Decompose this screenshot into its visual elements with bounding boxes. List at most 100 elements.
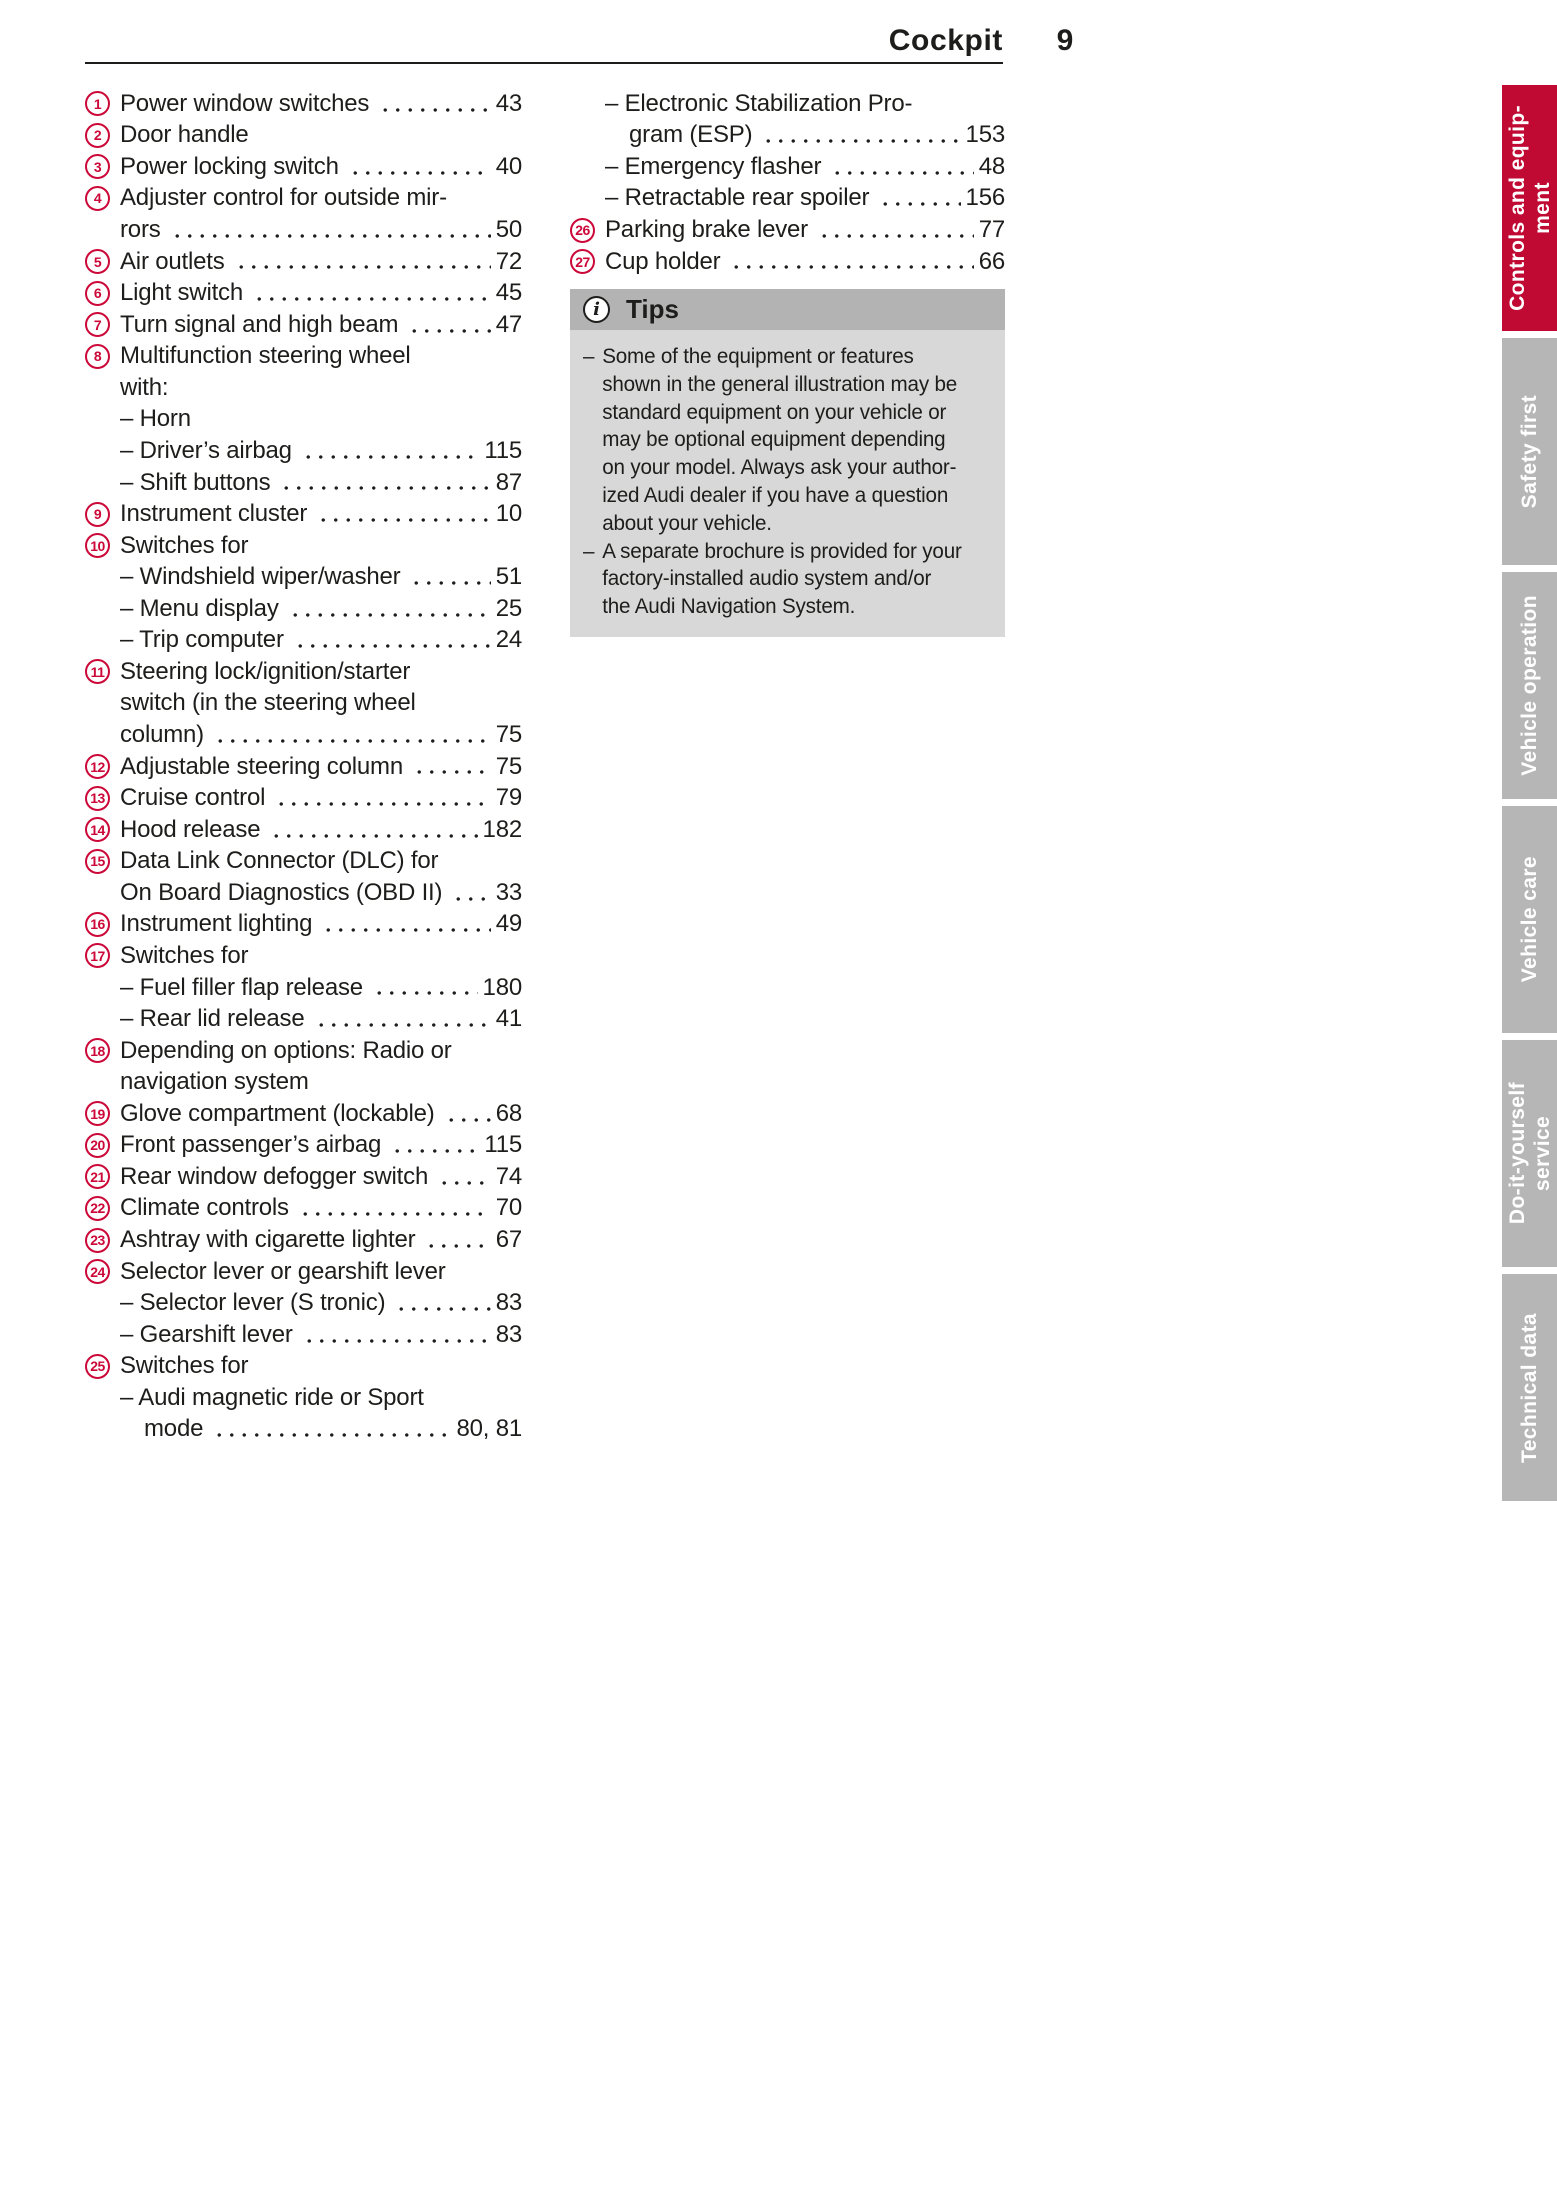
dot-leader <box>450 877 491 909</box>
toc-column-left: 1 Power window switches 43 2 Door handle… <box>85 88 522 1446</box>
item-label: Parking brake lever <box>605 216 808 244</box>
dot-leader <box>423 1224 491 1256</box>
item-page-number: 68 <box>495 1099 522 1127</box>
item-label: On Board Diagnostics (OBD II) <box>120 878 443 906</box>
tab-label: Technical data <box>1517 1313 1542 1463</box>
toc-item: gram (ESP) 153 <box>570 119 1006 152</box>
bullet-dash: – <box>583 344 595 368</box>
tab-label: Vehicle care <box>1517 856 1542 982</box>
dot-leader <box>320 908 491 941</box>
toc-item: – Rear lid release 41 <box>85 1003 522 1035</box>
dot-leader <box>370 971 478 1004</box>
toc-item: 7 Turn signal and high beam 47 <box>85 308 522 341</box>
toc-item: 5 Air outlets 72 <box>85 245 522 278</box>
tab-line: Vehicle operation <box>1518 595 1541 776</box>
item-label: Door handle <box>120 121 249 149</box>
dot-leader <box>436 1161 491 1193</box>
item-label: – Driver’s airbag <box>120 436 292 464</box>
dot-leader <box>920 88 1000 120</box>
item-label: – Retractable rear spoiler <box>605 184 870 212</box>
dot-leader <box>877 182 961 215</box>
tab-label: Controls and equip- ment <box>1505 105 1555 311</box>
item-page-number: 43 <box>495 89 522 117</box>
item-label: Adjustable steering column <box>120 752 403 780</box>
tab-do-it-yourself-service: Do-it-yourself service <box>1502 1040 1557 1267</box>
dot-leader <box>442 1098 491 1130</box>
toc-item: 12 Adjustable steering column 75 <box>85 750 522 783</box>
dot-leader <box>273 782 491 814</box>
tab-technical-data: Technical data <box>1502 1274 1557 1501</box>
item-number-badge: 17 <box>85 943 110 969</box>
item-page-number: 40 <box>495 152 522 180</box>
item-page-number: 67 <box>495 1226 522 1254</box>
toc-item: 23 Ashtray with cigarette lighter 67 <box>85 1224 522 1256</box>
toc-item: with: <box>85 372 522 404</box>
item-page-number: 77 <box>978 216 1005 244</box>
item-number-badge: 27 <box>570 249 595 275</box>
item-label: Multifunction steering wheel <box>120 342 411 370</box>
toc-item: 13 Cruise control 79 <box>85 782 522 814</box>
tab-label: Vehicle operation <box>1517 595 1542 776</box>
tips-line-text: on your model. Always ask your author- <box>602 455 957 480</box>
item-label: – Gearshift lever <box>120 1320 293 1348</box>
dot-leader <box>291 624 491 657</box>
tips-line: – Some of the equipment or features <box>583 343 977 371</box>
item-label: – Fuel filler flap release <box>120 973 363 1001</box>
item-label: Light switch <box>120 279 243 307</box>
item-page-number: 153 <box>965 121 1006 149</box>
item-page-number: 75 <box>495 721 522 749</box>
tips-box: i Tips – Some of the equipment or featur… <box>570 289 1005 637</box>
toc-item: – Menu display 25 <box>85 593 522 625</box>
toc-item: – Horn <box>85 404 522 436</box>
dot-leader <box>389 1129 480 1162</box>
item-label: Glove compartment (lockable) <box>120 1099 435 1127</box>
item-label: Instrument cluster <box>120 500 308 528</box>
item-label: column) <box>120 721 204 749</box>
tips-line-text: ized Audi dealer if you have a question <box>602 482 949 507</box>
tab-line: Safety first <box>1518 394 1541 509</box>
item-page-number: 70 <box>495 1194 522 1222</box>
dot-leader <box>408 561 491 593</box>
item-page-number: 87 <box>495 468 522 496</box>
item-number-badge: 25 <box>85 1353 110 1379</box>
item-page-number: 115 <box>484 436 522 464</box>
item-label: – Emergency flasher <box>605 152 822 180</box>
item-number-badge: 9 <box>85 501 110 527</box>
item-number-badge: 19 <box>85 1101 110 1127</box>
item-label: – Audi magnetic ride or Sport <box>120 1383 424 1411</box>
dot-leader <box>377 88 491 120</box>
dot-leader <box>829 151 974 183</box>
item-page-number: 33 <box>495 878 522 906</box>
toc-item: 14 Hood release 182 <box>85 813 522 846</box>
item-label: Selector lever or gearshift lever <box>120 1257 446 1285</box>
item-number-badge: 22 <box>85 1195 110 1221</box>
dot-leader <box>446 846 517 878</box>
item-page-number: 51 <box>495 563 522 591</box>
item-label: Power window switches <box>120 89 370 117</box>
item-page-number: 24 <box>495 626 522 654</box>
toc-item: 25 Switches for <box>85 1351 522 1383</box>
dot-leader <box>317 1066 517 1098</box>
item-label: gram (ESP) <box>629 121 753 149</box>
toc-item: 6 Light switch 45 <box>85 277 522 309</box>
tab-safety-first: Safety first <box>1502 338 1557 565</box>
tab-label: Safety first <box>1517 395 1542 508</box>
item-label: Climate controls <box>120 1194 289 1222</box>
item-page-number: 72 <box>495 247 522 275</box>
toc-item: 15 Data Link Connector (DLC) for <box>85 846 522 878</box>
toc-item: – Selector lever (S tronic) 83 <box>85 1287 522 1319</box>
item-page-number: 66 <box>978 247 1005 275</box>
toc-item: column) 75 <box>85 719 522 751</box>
toc-item: – Windshield wiper/washer 51 <box>85 561 522 593</box>
item-number-badge: 20 <box>85 1132 110 1158</box>
tips-header: i Tips <box>570 289 1005 330</box>
toc-item: rors 50 <box>85 214 522 246</box>
tips-line: factory-installed audio system and/or <box>583 565 977 593</box>
item-label: Power locking switch <box>120 152 339 180</box>
dot-leader <box>393 1287 491 1319</box>
item-label: – Rear lid release <box>120 1005 305 1033</box>
item-label: – Electronic Stabilization Pro- <box>605 89 913 117</box>
item-page-number: 45 <box>495 279 522 307</box>
toc-item: switch (in the steering wheel <box>85 688 522 720</box>
